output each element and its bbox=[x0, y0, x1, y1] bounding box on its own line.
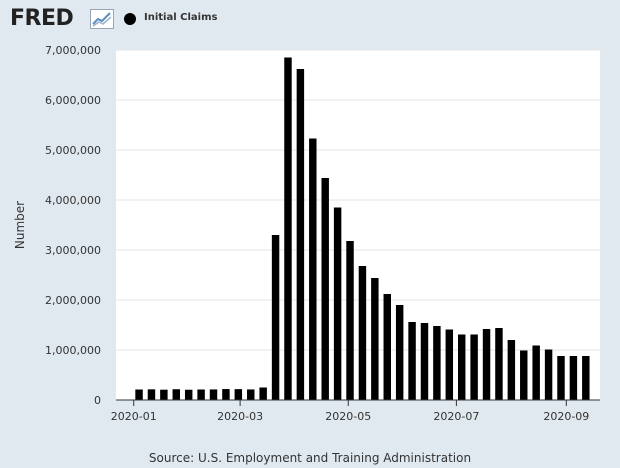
y-tick-label: 7,000,000 bbox=[45, 44, 101, 57]
bar[interactable] bbox=[495, 328, 503, 400]
bar[interactable] bbox=[234, 389, 243, 400]
bar[interactable] bbox=[135, 389, 143, 401]
y-tick-label: 6,000,000 bbox=[45, 94, 101, 107]
bar[interactable] bbox=[532, 345, 540, 401]
bar[interactable] bbox=[160, 389, 168, 400]
bar[interactable] bbox=[569, 356, 578, 400]
chart: 0 1,000,000 2,000,000 3,000,000 4,000,000 5,0… bbox=[13, 44, 600, 423]
y-tick-label: 4,000,000 bbox=[45, 194, 101, 207]
bar[interactable] bbox=[445, 329, 454, 401]
trend-chart-icon bbox=[90, 9, 114, 29]
bar[interactable] bbox=[184, 389, 193, 400]
bar[interactable] bbox=[383, 294, 391, 400]
bar[interactable] bbox=[321, 178, 329, 400]
bar[interactable] bbox=[457, 334, 466, 401]
bar[interactable] bbox=[557, 356, 565, 400]
fred-logo[interactable]: FRED bbox=[10, 6, 74, 31]
bar[interactable] bbox=[371, 278, 379, 400]
bar[interactable] bbox=[197, 389, 205, 401]
bar[interactable] bbox=[358, 266, 367, 400]
y-tick-label: 2,000,000 bbox=[45, 294, 101, 307]
y-tick-label: 1,000,000 bbox=[45, 344, 101, 357]
bar[interactable] bbox=[544, 349, 553, 401]
legend-marker bbox=[124, 13, 136, 25]
bar[interactable] bbox=[247, 389, 255, 400]
bar[interactable] bbox=[433, 326, 441, 400]
x-tick-label: 2020-01 bbox=[111, 410, 157, 423]
bar[interactable] bbox=[172, 389, 181, 400]
bar[interactable] bbox=[296, 69, 305, 400]
bar[interactable] bbox=[222, 389, 230, 400]
bar[interactable] bbox=[408, 322, 416, 400]
bar[interactable] bbox=[507, 340, 516, 400]
y-axis-title: Number bbox=[13, 201, 27, 249]
bar[interactable] bbox=[309, 138, 317, 401]
bar[interactable] bbox=[420, 323, 429, 400]
source-note: Source: U.S. Employment and Training Adm… bbox=[148, 451, 472, 465]
bar[interactable] bbox=[333, 207, 342, 401]
x-tick-label: 2020-05 bbox=[325, 410, 371, 423]
y-tick-labels: 0 1,000,000 2,000,000 3,000,000 4,000,000 5,0… bbox=[45, 44, 101, 407]
bar[interactable] bbox=[209, 389, 218, 400]
bar[interactable] bbox=[520, 350, 528, 401]
y-tick-label: 3,000,000 bbox=[45, 244, 101, 257]
x-tick-label: 2020-07 bbox=[433, 410, 479, 423]
bar[interactable] bbox=[271, 235, 280, 400]
bar[interactable] bbox=[346, 241, 354, 400]
y-tick-label: 0 bbox=[94, 394, 101, 407]
legend-label: Initial Claims bbox=[144, 12, 218, 23]
bars bbox=[135, 57, 590, 401]
bar[interactable] bbox=[259, 387, 267, 401]
y-tick-label: 5,000,000 bbox=[45, 144, 101, 157]
bar[interactable] bbox=[470, 334, 478, 401]
bar[interactable] bbox=[482, 329, 491, 400]
x-ticks: 2020-01 2020-03 2020-05 2020-07 2020-09 bbox=[111, 400, 589, 423]
bar[interactable] bbox=[395, 305, 404, 400]
header: FRED Initial Claims bbox=[0, 0, 620, 40]
bar[interactable] bbox=[284, 57, 292, 401]
gridlines bbox=[116, 49, 600, 351]
x-tick-label: 2020-03 bbox=[217, 410, 263, 423]
bar[interactable] bbox=[582, 356, 590, 400]
plot-area bbox=[116, 50, 600, 400]
bar[interactable] bbox=[147, 389, 156, 400]
x-tick-label: 2020-09 bbox=[543, 410, 589, 423]
